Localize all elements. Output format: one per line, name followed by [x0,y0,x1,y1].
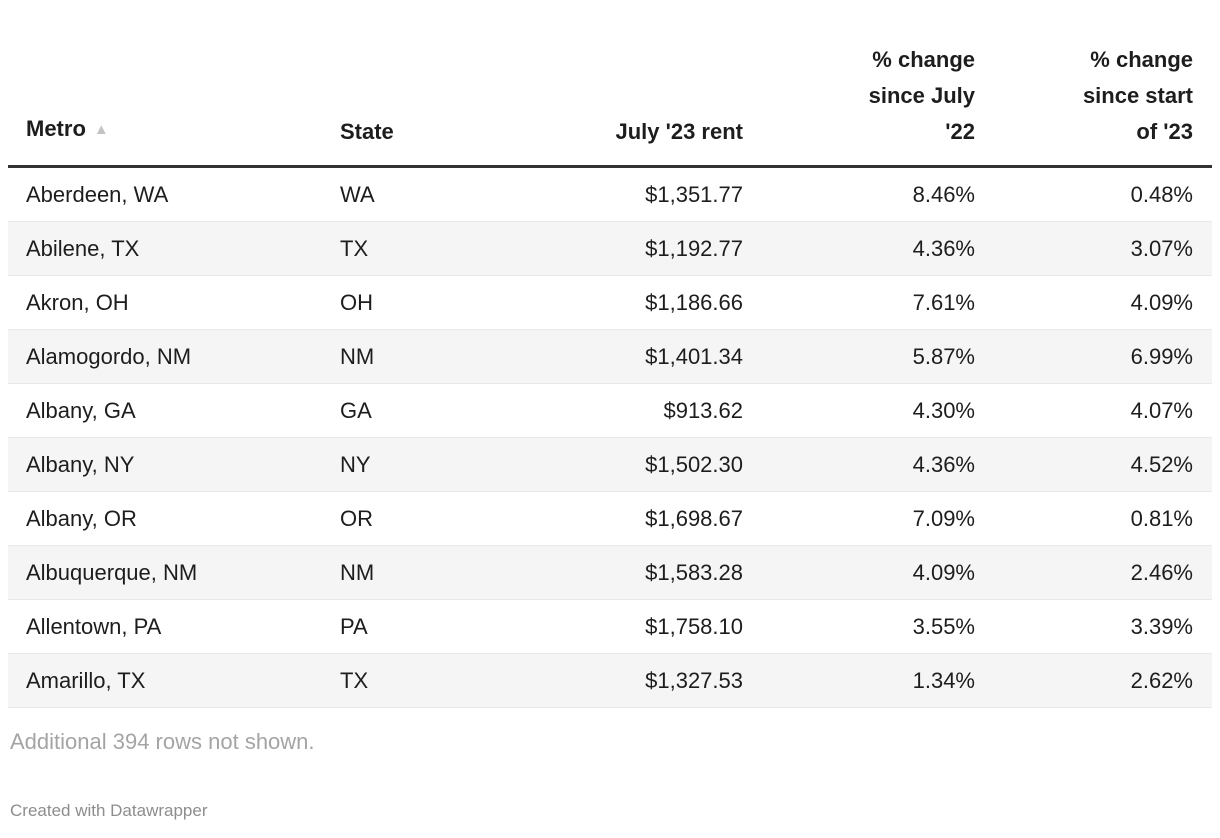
cell-change-since-july-22: 4.09% [762,545,994,600]
cell-change-since-start-of-23: 6.99% [994,329,1212,384]
cell-change-since-start-of-23: 3.39% [994,599,1212,654]
cell-rent: $1,502.30 [462,437,762,492]
cell-change-since-july-22: 4.30% [762,383,994,438]
cell-metro: Alamogordo, NM [8,329,322,384]
cell-metro: Abilene, TX [8,221,322,276]
cell-rent: $913.62 [462,383,762,438]
cell-metro: Albany, NY [8,437,322,492]
cell-rent: $1,401.34 [462,329,762,384]
cell-metro: Albany, OR [8,491,322,546]
col-header-state[interactable]: State [322,42,462,168]
cell-state: TX [322,221,462,276]
table-body: Aberdeen, WA WA $1,351.77 8.46% 0.48% Abilene… [8,166,1212,708]
col-header-rent[interactable]: July '23 rent [462,42,762,168]
sort-ascending-icon: ▲ [93,121,109,138]
col-header-change-since-start-of-23[interactable]: % change since start of '23 [994,42,1212,168]
cell-change-since-july-22: 1.34% [762,653,994,708]
cell-change-since-july-22: 8.46% [762,166,994,222]
cell-change-since-start-of-23: 4.07% [994,383,1212,438]
cell-rent: $1,758.10 [462,599,762,654]
cell-change-since-start-of-23: 4.52% [994,437,1212,492]
table-row: Amarillo, TX TX $1,327.53 1.34% 2.62% [8,653,1212,708]
table-row: Alamogordo, NM NM $1,401.34 5.87% 6.99% [8,329,1212,384]
cell-state: WA [322,166,462,222]
table-row: Abilene, TX TX $1,192.77 4.36% 3.07% [8,221,1212,276]
cell-state: TX [322,653,462,708]
cell-change-since-july-22: 4.36% [762,437,994,492]
cell-rent: $1,698.67 [462,491,762,546]
cell-metro: Amarillo, TX [8,653,322,708]
cell-metro: Albuquerque, NM [8,545,322,600]
cell-metro: Allentown, PA [8,599,322,654]
cell-state: OH [322,275,462,330]
cell-rent: $1,186.66 [462,275,762,330]
datawrapper-credit[interactable]: Created with Datawrapper [10,801,208,820]
table-row: Akron, OH OH $1,186.66 7.61% 4.09% [8,275,1212,330]
table-row: Aberdeen, WA WA $1,351.77 8.46% 0.48% [8,166,1212,222]
col-header-metro[interactable]: Metro ▲ [8,42,322,168]
cell-change-since-july-22: 5.87% [762,329,994,384]
rent-table: Metro ▲ State July '23 rent % change sinc… [8,42,1212,708]
rows-not-shown-note: Additional 394 rows not shown. [10,729,315,754]
col-header-change-since-july-22[interactable]: % change since July '22 [762,42,994,168]
cell-change-since-july-22: 7.09% [762,491,994,546]
cell-rent: $1,583.28 [462,545,762,600]
cell-state: GA [322,383,462,438]
cell-rent: $1,192.77 [462,221,762,276]
cell-change-since-july-22: 7.61% [762,275,994,330]
cell-state: OR [322,491,462,546]
cell-change-since-start-of-23: 2.46% [994,545,1212,600]
table-header: Metro ▲ State July '23 rent % change sinc… [8,42,1212,168]
cell-change-since-start-of-23: 0.81% [994,491,1212,546]
table-row: Albuquerque, NM NM $1,583.28 4.09% 2.46% [8,545,1212,600]
cell-state: PA [322,599,462,654]
cell-state: NY [322,437,462,492]
cell-change-since-start-of-23: 2.62% [994,653,1212,708]
header-row: Metro ▲ State July '23 rent % change sinc… [8,42,1212,168]
col-header-metro-label: Metro [26,116,86,141]
cell-change-since-start-of-23: 3.07% [994,221,1212,276]
cell-rent: $1,327.53 [462,653,762,708]
cell-metro: Aberdeen, WA [8,166,322,222]
table-row: Allentown, PA PA $1,758.10 3.55% 3.39% [8,599,1212,654]
cell-change-since-start-of-23: 0.48% [994,166,1212,222]
table-row: Albany, OR OR $1,698.67 7.09% 0.81% [8,491,1212,546]
cell-metro: Akron, OH [8,275,322,330]
cell-change-since-start-of-23: 4.09% [994,275,1212,330]
table-page: Metro ▲ State July '23 rent % change sinc… [8,42,1212,820]
table-row: Albany, GA GA $913.62 4.30% 4.07% [8,383,1212,438]
cell-state: NM [322,545,462,600]
cell-change-since-july-22: 4.36% [762,221,994,276]
cell-change-since-july-22: 3.55% [762,599,994,654]
cell-metro: Albany, GA [8,383,322,438]
cell-state: NM [322,329,462,384]
table-row: Albany, NY NY $1,502.30 4.36% 4.52% [8,437,1212,492]
cell-rent: $1,351.77 [462,166,762,222]
